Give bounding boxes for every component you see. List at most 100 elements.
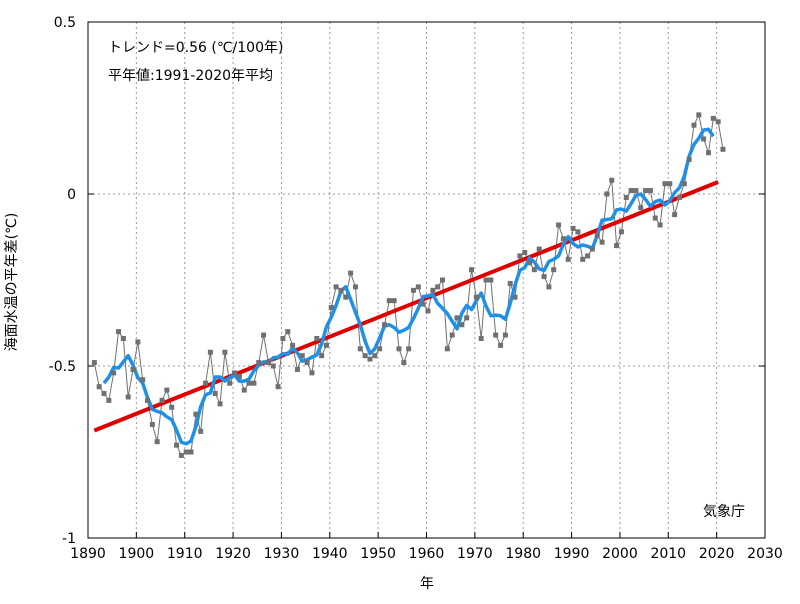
annual-point (391, 298, 397, 304)
annual-point (323, 342, 329, 348)
x-tick-label: 1970 (457, 546, 493, 562)
annual-point (556, 222, 562, 228)
annual-point (265, 360, 271, 366)
annual-line (93, 113, 724, 457)
annual-point (478, 335, 484, 341)
y-tick-label: 0.5 (54, 15, 76, 31)
x-tick-label: 2020 (699, 546, 735, 562)
ticks: 1890 1900 1910 1920 1930 1940 1950 1960 1970 1980… (49, 15, 783, 562)
annual-point (314, 335, 320, 341)
x-tick-label: 1950 (360, 546, 396, 562)
annual-point (348, 270, 354, 276)
annual-point (212, 391, 218, 397)
annual-point (705, 150, 711, 156)
annual-point (449, 332, 455, 338)
annual-point (585, 253, 591, 259)
annual-point (643, 188, 649, 194)
annual-point (580, 256, 586, 262)
annual-point (299, 353, 305, 359)
annual-point (198, 428, 204, 434)
x-tick-label: 1980 (505, 546, 541, 562)
y-tick-label: -1 (62, 531, 76, 547)
annual-point (594, 232, 600, 238)
x-tick-label: 1920 (215, 546, 251, 562)
annual-point (280, 335, 286, 341)
x-tick-label: 2000 (602, 546, 638, 562)
annual-point (256, 360, 262, 366)
annual-point (444, 346, 450, 352)
annual-point (227, 380, 233, 386)
annual-point (710, 115, 716, 121)
annual-point (512, 294, 518, 300)
annual-point (502, 332, 508, 338)
annual-point (367, 356, 373, 362)
annual-point (294, 366, 300, 372)
x-tick-label: 1990 (554, 546, 590, 562)
x-tick-label: 2030 (747, 546, 783, 562)
annual-point (377, 346, 383, 352)
annual-point (145, 397, 151, 403)
annual-point (483, 277, 489, 283)
annual-point (91, 360, 97, 366)
annual-point (618, 229, 624, 235)
annual-point (106, 397, 112, 403)
annual-point (628, 188, 634, 194)
annual-point (125, 394, 131, 400)
baseline-annotation: 平年値:1991-2020年平均 (108, 68, 273, 84)
annual-point (522, 249, 528, 255)
annual-point (120, 335, 126, 341)
annual-point (623, 194, 629, 200)
annual-point (527, 260, 533, 266)
annual-point (183, 449, 189, 455)
annual-point (473, 294, 479, 300)
annual-point (338, 287, 344, 293)
y-tick-label: 0 (67, 187, 76, 203)
annual-point (686, 157, 692, 163)
annual-point (604, 191, 610, 197)
annual-point (275, 384, 281, 390)
x-tick-label: 1960 (409, 546, 445, 562)
annual-point (681, 181, 687, 187)
annual-point (469, 267, 475, 273)
series-layer (91, 112, 726, 458)
annual-point (565, 256, 571, 262)
source-label: 気象庁 (703, 504, 745, 520)
annual-point (319, 353, 325, 359)
annual-point (551, 267, 557, 273)
annual-point (454, 315, 460, 321)
annual-point (140, 377, 146, 383)
annual-point (232, 370, 238, 376)
annual-point (560, 236, 566, 242)
annual-point (435, 284, 441, 290)
annual-point (488, 277, 494, 283)
annual-point (541, 274, 547, 280)
annual-point (720, 146, 726, 152)
annual-point (217, 401, 223, 407)
annual-point (638, 205, 644, 211)
y-tick-label: -0.5 (49, 359, 76, 375)
x-tick-label: 1910 (167, 546, 203, 562)
annual-point (304, 360, 310, 366)
annual-point (691, 122, 697, 128)
annual-point (715, 119, 721, 125)
annual-point (440, 277, 446, 283)
annual-point (546, 284, 552, 290)
annual-point (536, 246, 542, 252)
annual-point (406, 346, 412, 352)
annual-point (328, 305, 334, 311)
annual-point (498, 342, 504, 348)
x-axis-label: 年 (420, 576, 434, 592)
grid (88, 22, 765, 538)
annual-point (164, 387, 170, 393)
x-tick-label: 1900 (119, 546, 155, 562)
annual-point (570, 225, 576, 231)
x-tick-label: 2010 (650, 546, 686, 562)
annual-point (464, 315, 470, 321)
annual-point (381, 322, 387, 328)
annual-point (396, 346, 402, 352)
annual-point (531, 267, 537, 273)
annual-point (261, 332, 267, 338)
trend-annotation: トレンド=0.56 (℃/100年) (108, 40, 283, 56)
x-tick-label: 1890 (70, 546, 106, 562)
